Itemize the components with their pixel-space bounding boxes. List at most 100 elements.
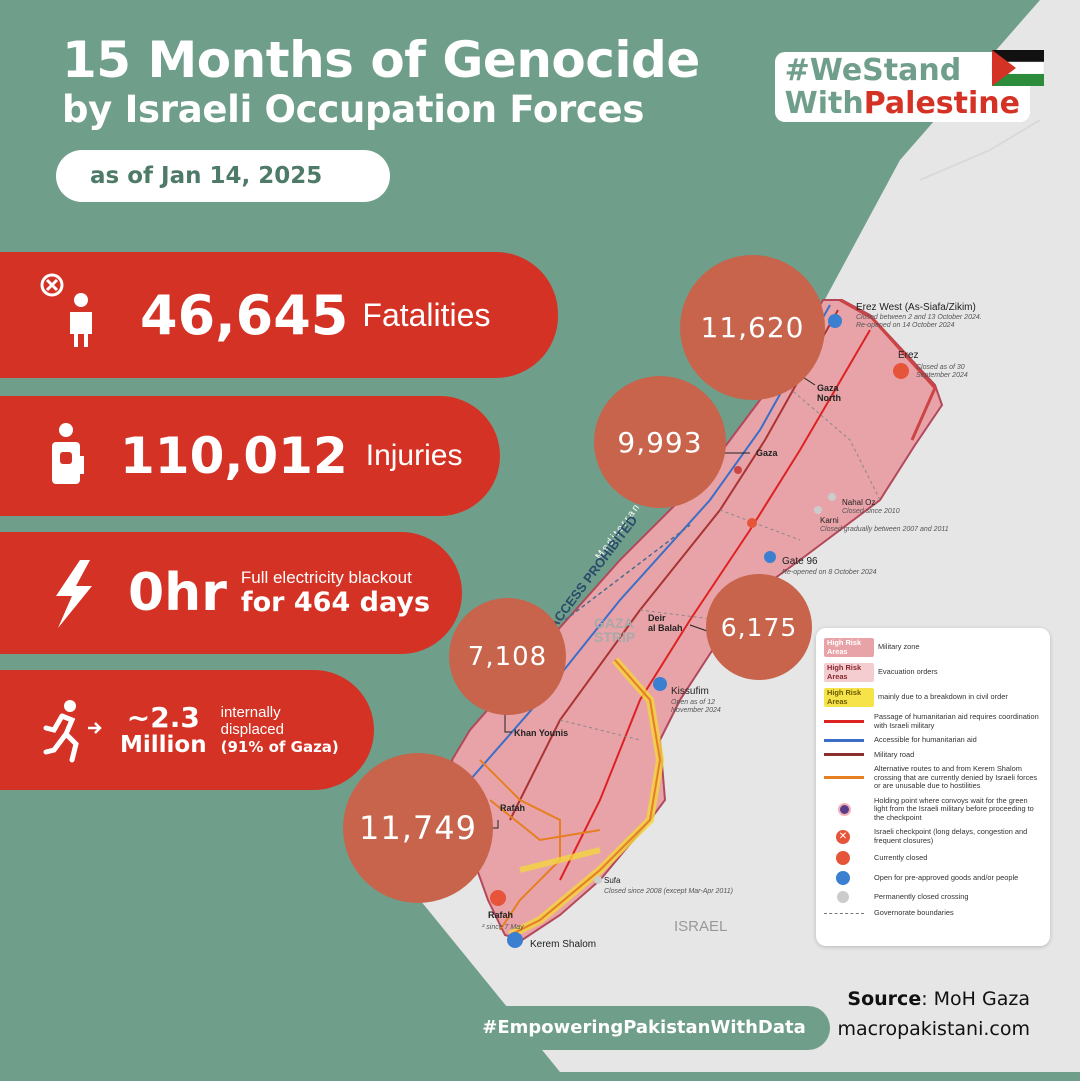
map-label-gaza-north: Gaza North (817, 383, 841, 403)
legend-tag-military: High Risk Areas (824, 638, 874, 658)
running-person-icon (43, 700, 102, 763)
stat-electricity: 0hr Full electricity blackout for 464 da… (0, 532, 462, 654)
fatalities-label: Fatalities (362, 296, 491, 333)
legend-military-road: Military road (874, 749, 915, 759)
source-value: : MoH Gaza (921, 988, 1030, 1010)
circle-gaza-north: 11,620 (680, 255, 825, 400)
legend-evacuation: Evacuation orders (878, 667, 938, 677)
legend-tag-evacuation: High Risk Areas (824, 663, 874, 683)
crossing-permanent-icon (828, 493, 836, 501)
legend-tag-civil-order: High Risk Areas (824, 688, 874, 708)
circle-khan-younis: 7,108 (449, 598, 566, 715)
crossing-open-icon (828, 314, 842, 328)
map-note-gate-96: Re-opened on 8 October 2024 (782, 569, 877, 576)
map-label-sufa: Sufa (604, 876, 621, 885)
electricity-label-1: Full electricity blackout (240, 567, 412, 587)
circle-deir-al-balah: 6,175 (706, 574, 812, 680)
checkpoint-icon: ✕ (836, 829, 850, 844)
closed-crossing-icon (836, 851, 850, 866)
person-cross-icon (40, 273, 92, 347)
map-note-rafah: ² since 7 May (482, 924, 524, 931)
legend-permanently-closed: Permanently closed crossing (874, 892, 969, 902)
crossing-closed-icon (893, 363, 909, 379)
injuries-value: 110,012 (120, 427, 348, 485)
stat-injuries: 110,012 Injuries (0, 396, 500, 516)
legend-governorate: Governorate boundaries (874, 908, 954, 918)
legend-holding-point: Holding point where convoys wait for the… (874, 795, 1034, 822)
checkpoint-icon (747, 518, 757, 528)
map-note-nahal-oz: Closed since 2010 (842, 508, 900, 515)
map-note-erez-west: Closed between 2 and 13 October 2024. Re… (856, 314, 982, 330)
electricity-value: 0hr (128, 563, 227, 623)
stat-fatalities: 46,645 Fatalities (0, 252, 558, 378)
electricity-label-2: for 464 days (240, 586, 431, 618)
legend-military-zone: Military zone (878, 642, 920, 652)
displaced-label-2: displaced (220, 721, 284, 739)
crossing-permanent-icon (594, 876, 602, 884)
fatalities-value: 46,645 (140, 283, 349, 347)
source-line: Source: MoH Gaza (847, 988, 1030, 1010)
map-note-kissufim: Open as of 12 November 2024 (671, 699, 721, 715)
map-legend: High Risk Areas Military zone High Risk A… (816, 628, 1050, 946)
legend-coordination: Passage of humanitarian aid requires coo… (874, 712, 1039, 730)
title-block: 15 Months of Genocide by Israeli Occupat… (62, 34, 700, 129)
injuries-label: Injuries (365, 439, 463, 472)
page-subtitle: by Israeli Occupation Forces (62, 87, 645, 131)
circle-gaza: 9,993 (594, 376, 726, 508)
open-crossing-icon (836, 871, 850, 886)
empowering-hashtag: #EmpoweringPakistanWithData (458, 1006, 830, 1050)
crossing-open-icon (507, 932, 523, 948)
palestine-flag-icon (991, 50, 1045, 86)
map-label-erez-west: Erez West (As-Siafa/Zikim) (856, 302, 976, 313)
map-note-sufa: Closed since 2008 (except Mar-Apr 2011) (604, 888, 733, 895)
circle-rafah: 11,749 (343, 753, 493, 903)
displaced-label-3: (91% of Gaza) (220, 737, 339, 756)
logo-line1: MACRO (64, 976, 155, 998)
crossing-open-icon (764, 551, 776, 563)
permanent-closed-icon (837, 891, 849, 904)
page-title: 15 Months of Genocide (62, 31, 700, 89)
displaced-label-1: internally (220, 704, 281, 722)
checkpoint-icon (734, 466, 742, 474)
map-label-israel: ISRAEL (674, 918, 728, 935)
website: macropakistani.com (837, 1018, 1030, 1040)
crossing-closed-icon (490, 890, 506, 906)
legend-accessible: Accessible for humanitarian aid (874, 735, 977, 745)
map-label-gaza-strip: GAZA STRIP (594, 615, 636, 645)
legend-checkpoint: Israeli checkpoint (long delays, congest… (874, 827, 1028, 845)
injured-person-icon (52, 423, 84, 484)
map-label-karni: Karni (820, 516, 839, 525)
hashtag-line1: #WeStand (784, 53, 962, 88)
source-label: Source (847, 988, 922, 1010)
map-note-erez: Closed as of 30 September 2024 (916, 364, 968, 380)
displaced-value-2: Million (120, 731, 207, 758)
legend-alt-routes: Alternative routes to and from Kerem Sha… (874, 764, 1038, 791)
hashtag-with: With (784, 86, 864, 121)
crossing-open-icon (653, 677, 667, 691)
map-note-karni: Closed gradually between 2007 and 2011 (820, 526, 949, 533)
legend-currently-closed: Currently closed (874, 853, 928, 863)
legend-open: Open for pre-approved goods and/or peopl… (874, 873, 1019, 883)
map-label-khan-younis: Khan Younis (514, 728, 569, 738)
hashtag-palestine: Palestine (863, 86, 1020, 121)
map-label-rafah-crossing: Rafah (488, 910, 514, 920)
map-label-gaza: Gaza (756, 448, 778, 458)
hashtag-block: #WeStand WithPalestine (774, 52, 1030, 122)
map-label-nahal-oz: Nahal Oz (842, 498, 876, 507)
holding-point-icon (838, 802, 851, 816)
map-label-kissufim: Kissufim (671, 686, 709, 697)
map-label-deir: Deir al Balah (648, 613, 683, 633)
crossing-permanent-icon (814, 506, 822, 514)
legend-civil-order: mainly due to a breakdown in civil order (878, 692, 1008, 702)
map-label-kerem-shalom: Kerem Shalom (530, 939, 597, 950)
map-label-erez: Erez (898, 350, 919, 361)
lightning-icon (56, 560, 92, 628)
bottom-bar (0, 1072, 1080, 1081)
date-badge: as of Jan 14, 2025 (56, 150, 390, 202)
displaced-value-1: ~2.3 (126, 701, 200, 735)
map-label-rafah: Rafah (500, 803, 526, 813)
logo-pulse-line (60, 1004, 460, 1052)
map-label-gate-96: Gate 96 (782, 556, 818, 567)
stat-displaced: ~2.3 Million internally displaced (91% o… (0, 670, 374, 790)
